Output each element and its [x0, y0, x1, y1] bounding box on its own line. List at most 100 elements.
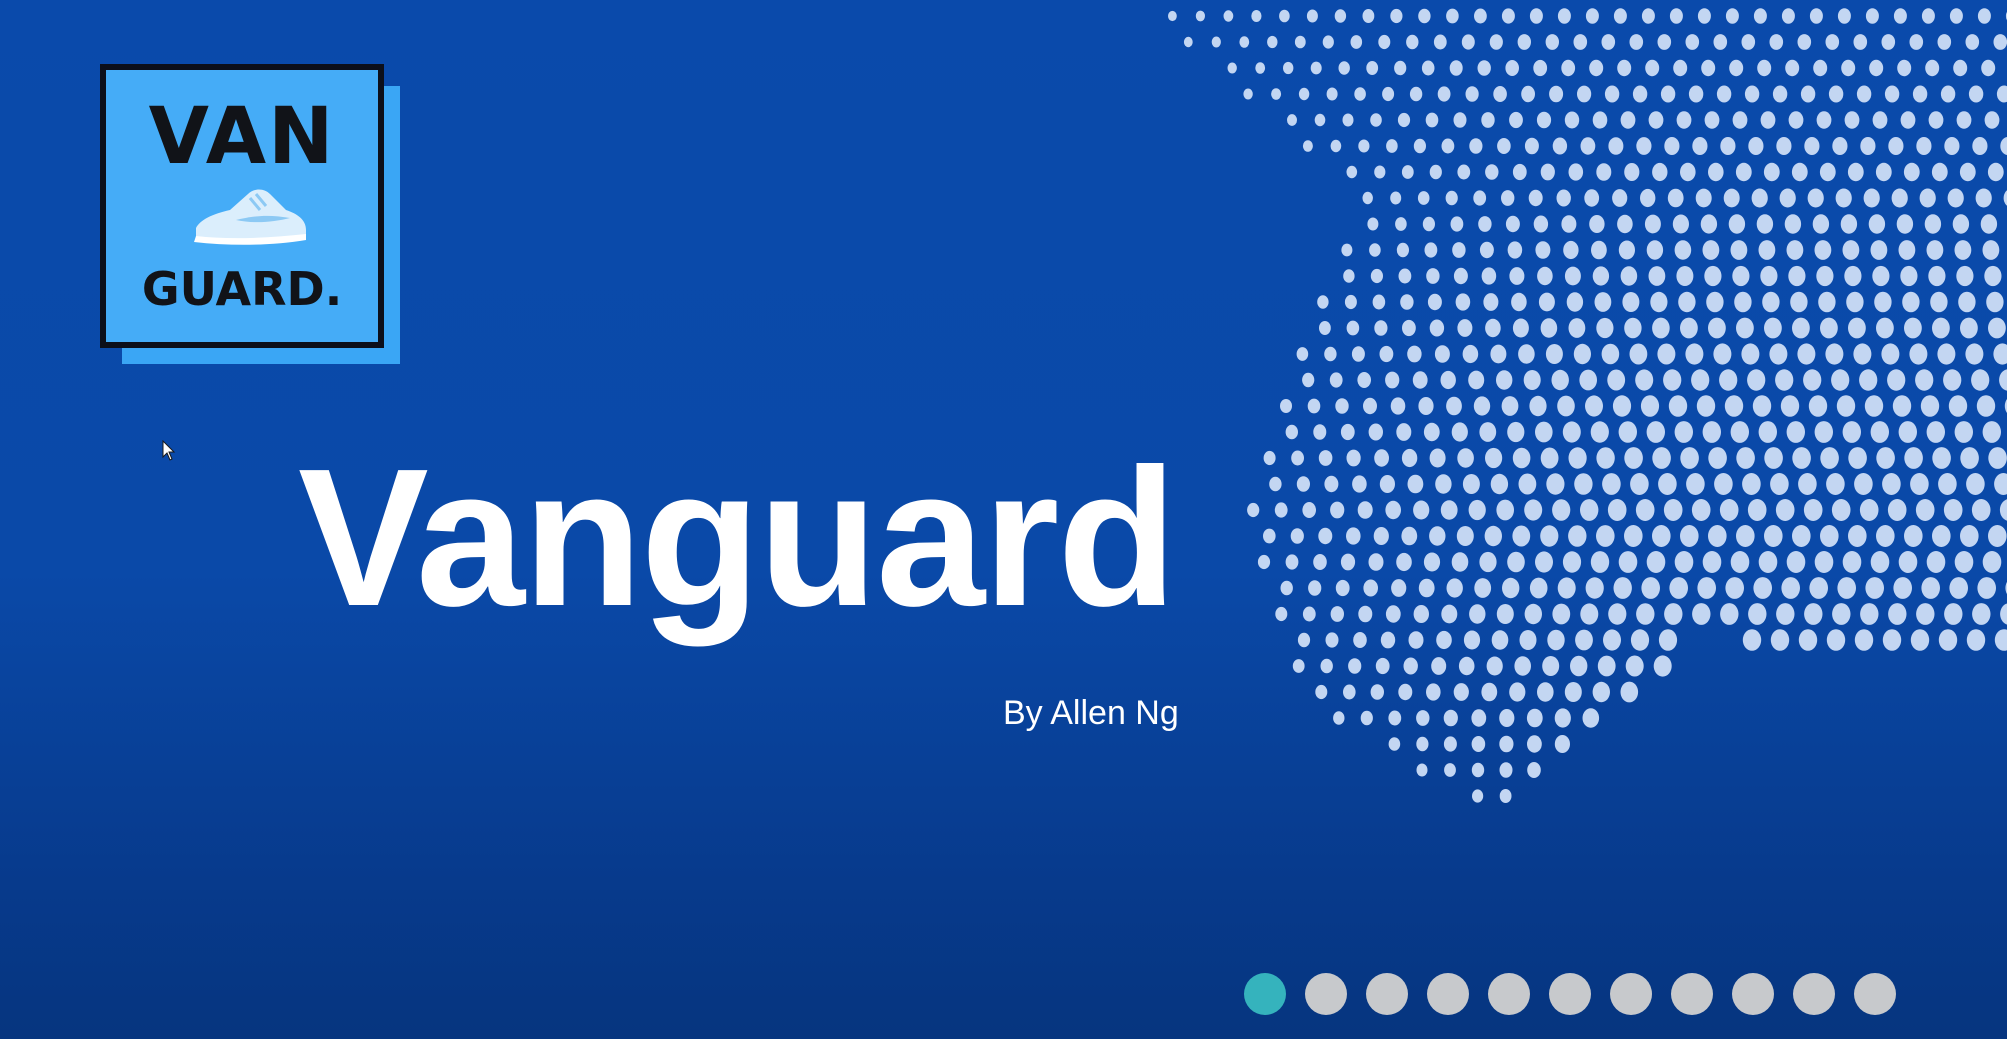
wave-dot: [1831, 369, 1850, 391]
wave-dot: [1641, 577, 1660, 599]
pager-dot-10[interactable]: [1793, 973, 1835, 1015]
wave-dot: [1902, 291, 1920, 313]
wave-dot: [1302, 502, 1316, 518]
wave-dot: [1324, 475, 1339, 493]
wave-dot: [1429, 448, 1446, 468]
wave-dot: [1370, 268, 1383, 284]
pager-dot-9[interactable]: [1732, 973, 1774, 1015]
wave-dot: [1652, 317, 1670, 339]
pager-dot-11[interactable]: [1854, 973, 1896, 1015]
wave-dot: [1296, 347, 1309, 361]
wave-dot: [1499, 789, 1512, 803]
wave-dot: [1898, 551, 1918, 573]
wave-dot: [1910, 629, 1930, 651]
wave-dot: [1875, 162, 1892, 182]
wave-dot: [1592, 681, 1611, 703]
wave-dot: [1980, 214, 1998, 234]
wave-dot: [1781, 577, 1800, 599]
pager-dot-3[interactable]: [1366, 973, 1408, 1015]
wave-dot: [1385, 605, 1401, 623]
wave-dot: [1330, 139, 1342, 153]
wave-dot: [1965, 34, 1980, 50]
wave-dot: [1462, 474, 1480, 494]
wave-dot: [1893, 577, 1912, 599]
wave-dot: [1732, 111, 1748, 129]
wave-dot: [1333, 711, 1345, 725]
wave-dot: [1372, 294, 1386, 310]
wave-dot: [1760, 111, 1776, 129]
wave-dot: [1903, 162, 1920, 182]
pager-dot-7[interactable]: [1610, 973, 1652, 1015]
wave-dot: [1723, 188, 1740, 208]
wave-dot: [1340, 553, 1356, 571]
pager-dot-1[interactable]: [1244, 973, 1286, 1015]
wave-dot: [1557, 395, 1575, 417]
wave-dot: [1315, 684, 1328, 700]
wave-dot: [1540, 318, 1558, 338]
wave-dot: [1888, 603, 1907, 625]
wave-dot: [1283, 61, 1294, 75]
wave-dot: [1251, 10, 1262, 22]
wave-dot: [1944, 603, 1963, 625]
wave-dot: [1770, 629, 1790, 651]
wave-dot: [1692, 603, 1711, 625]
wave-dot: [1965, 343, 1984, 365]
wave-dot: [1844, 111, 1860, 129]
wave-dot: [1892, 395, 1912, 417]
wave-dot: [1267, 35, 1278, 49]
wave-dot: [1994, 473, 2007, 495]
wave-dot: [1269, 476, 1282, 492]
wave-dot: [1390, 397, 1406, 415]
wave-dot: [1471, 736, 1486, 752]
wave-dot: [1290, 528, 1304, 544]
wave-dot: [1540, 163, 1555, 181]
wave-dot: [1758, 240, 1776, 260]
wave-dot: [1953, 59, 1968, 77]
wave-dot: [1625, 655, 1644, 677]
pager-dot-4[interactable]: [1427, 973, 1469, 1015]
wave-dot: [1926, 240, 1944, 260]
pager-dot-8[interactable]: [1671, 973, 1713, 1015]
wave-dot: [1669, 577, 1688, 599]
wave-dot: [1325, 632, 1339, 648]
wave-dot: [1674, 421, 1694, 443]
wave-dot: [1490, 473, 1509, 495]
wave-dot: [1853, 34, 1868, 50]
wave-dot: [1952, 214, 1970, 234]
wave-dot: [1370, 684, 1385, 700]
wave-dot: [1429, 526, 1446, 546]
wave-dot: [1645, 59, 1660, 77]
wave-dot: [1648, 111, 1664, 129]
wave-dot: [1758, 551, 1778, 573]
wave-dot: [1620, 681, 1639, 703]
wave-dot: [1601, 34, 1616, 50]
wave-dot: [1736, 317, 1754, 339]
wave-dot: [1848, 447, 1867, 469]
wave-dot: [1635, 369, 1654, 391]
pager-dot-5[interactable]: [1488, 973, 1530, 1015]
wave-dot: [1317, 295, 1329, 309]
wave-dot: [1808, 395, 1828, 417]
pager-dot-6[interactable]: [1549, 973, 1591, 1015]
wave-dot: [1477, 60, 1491, 76]
pager-dot-2[interactable]: [1305, 973, 1347, 1015]
wave-dot: [1667, 188, 1684, 208]
wave-dot: [1926, 421, 1946, 443]
wave-dot: [1993, 343, 2007, 365]
wave-dot: [1368, 423, 1384, 441]
wave-dot: [1402, 319, 1416, 337]
wave-dot: [1227, 62, 1237, 74]
wave-dot: [1859, 369, 1878, 391]
wave-dot: [1720, 603, 1739, 625]
wave-dot: [1406, 34, 1419, 50]
wave-dot: [1904, 525, 1923, 547]
wave-dot: [1450, 216, 1464, 232]
wave-dot: [1915, 369, 1934, 391]
wave-dot: [1401, 165, 1414, 179]
wave-dot: [1524, 499, 1543, 521]
wave-dot: [1931, 162, 1948, 182]
wave-dot: [1474, 8, 1487, 24]
wave-dot: [1617, 214, 1633, 234]
wave-dot: [1788, 111, 1804, 129]
wave-dot: [1390, 191, 1402, 205]
